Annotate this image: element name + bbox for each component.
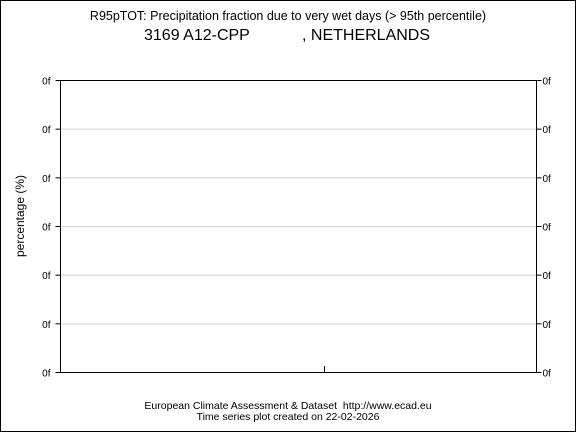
y-tick-label-right: 0f [543,77,552,88]
station-name: A12-CPP [183,27,250,44]
chart-title: R95pTOT: Precipitation fraction due to v… [89,9,487,23]
y-tick-label-right: 0f [543,369,552,380]
y-tick-label-left: 0f [42,125,51,136]
y-tick-label-right: 0f [543,223,552,234]
y-axis-ticks: 0f 0f 0f 0f 0f 0f 0f 0f 0f 0f 0f 0f 0f 0f [42,77,551,380]
y-tick-label-left: 0f [42,223,51,234]
station-country: , NETHERLANDS [302,27,431,44]
station-id-name: 3169 A12-CPP [144,27,250,45]
footer-credit: European Climate Assessment & Dataset ht… [144,400,432,412]
y-tick-label-left: 0f [42,77,51,88]
y-tick-label-right: 0f [543,320,552,331]
footer-created: Time series plot created on 22-02-2026 [196,411,380,423]
y-tick-label-right: 0f [543,174,552,185]
y-tick-label-left: 0f [42,271,51,282]
y-tick-label-right: 0f [543,271,552,282]
y-tick-label-left: 0f [42,174,51,185]
y-tick-label-right: 0f [543,125,552,136]
station-id: 3169 [144,27,180,44]
grid-lines [60,128,537,325]
y-tick-label-left: 0f [42,369,51,380]
y-tick-label-left: 0f [42,320,51,331]
